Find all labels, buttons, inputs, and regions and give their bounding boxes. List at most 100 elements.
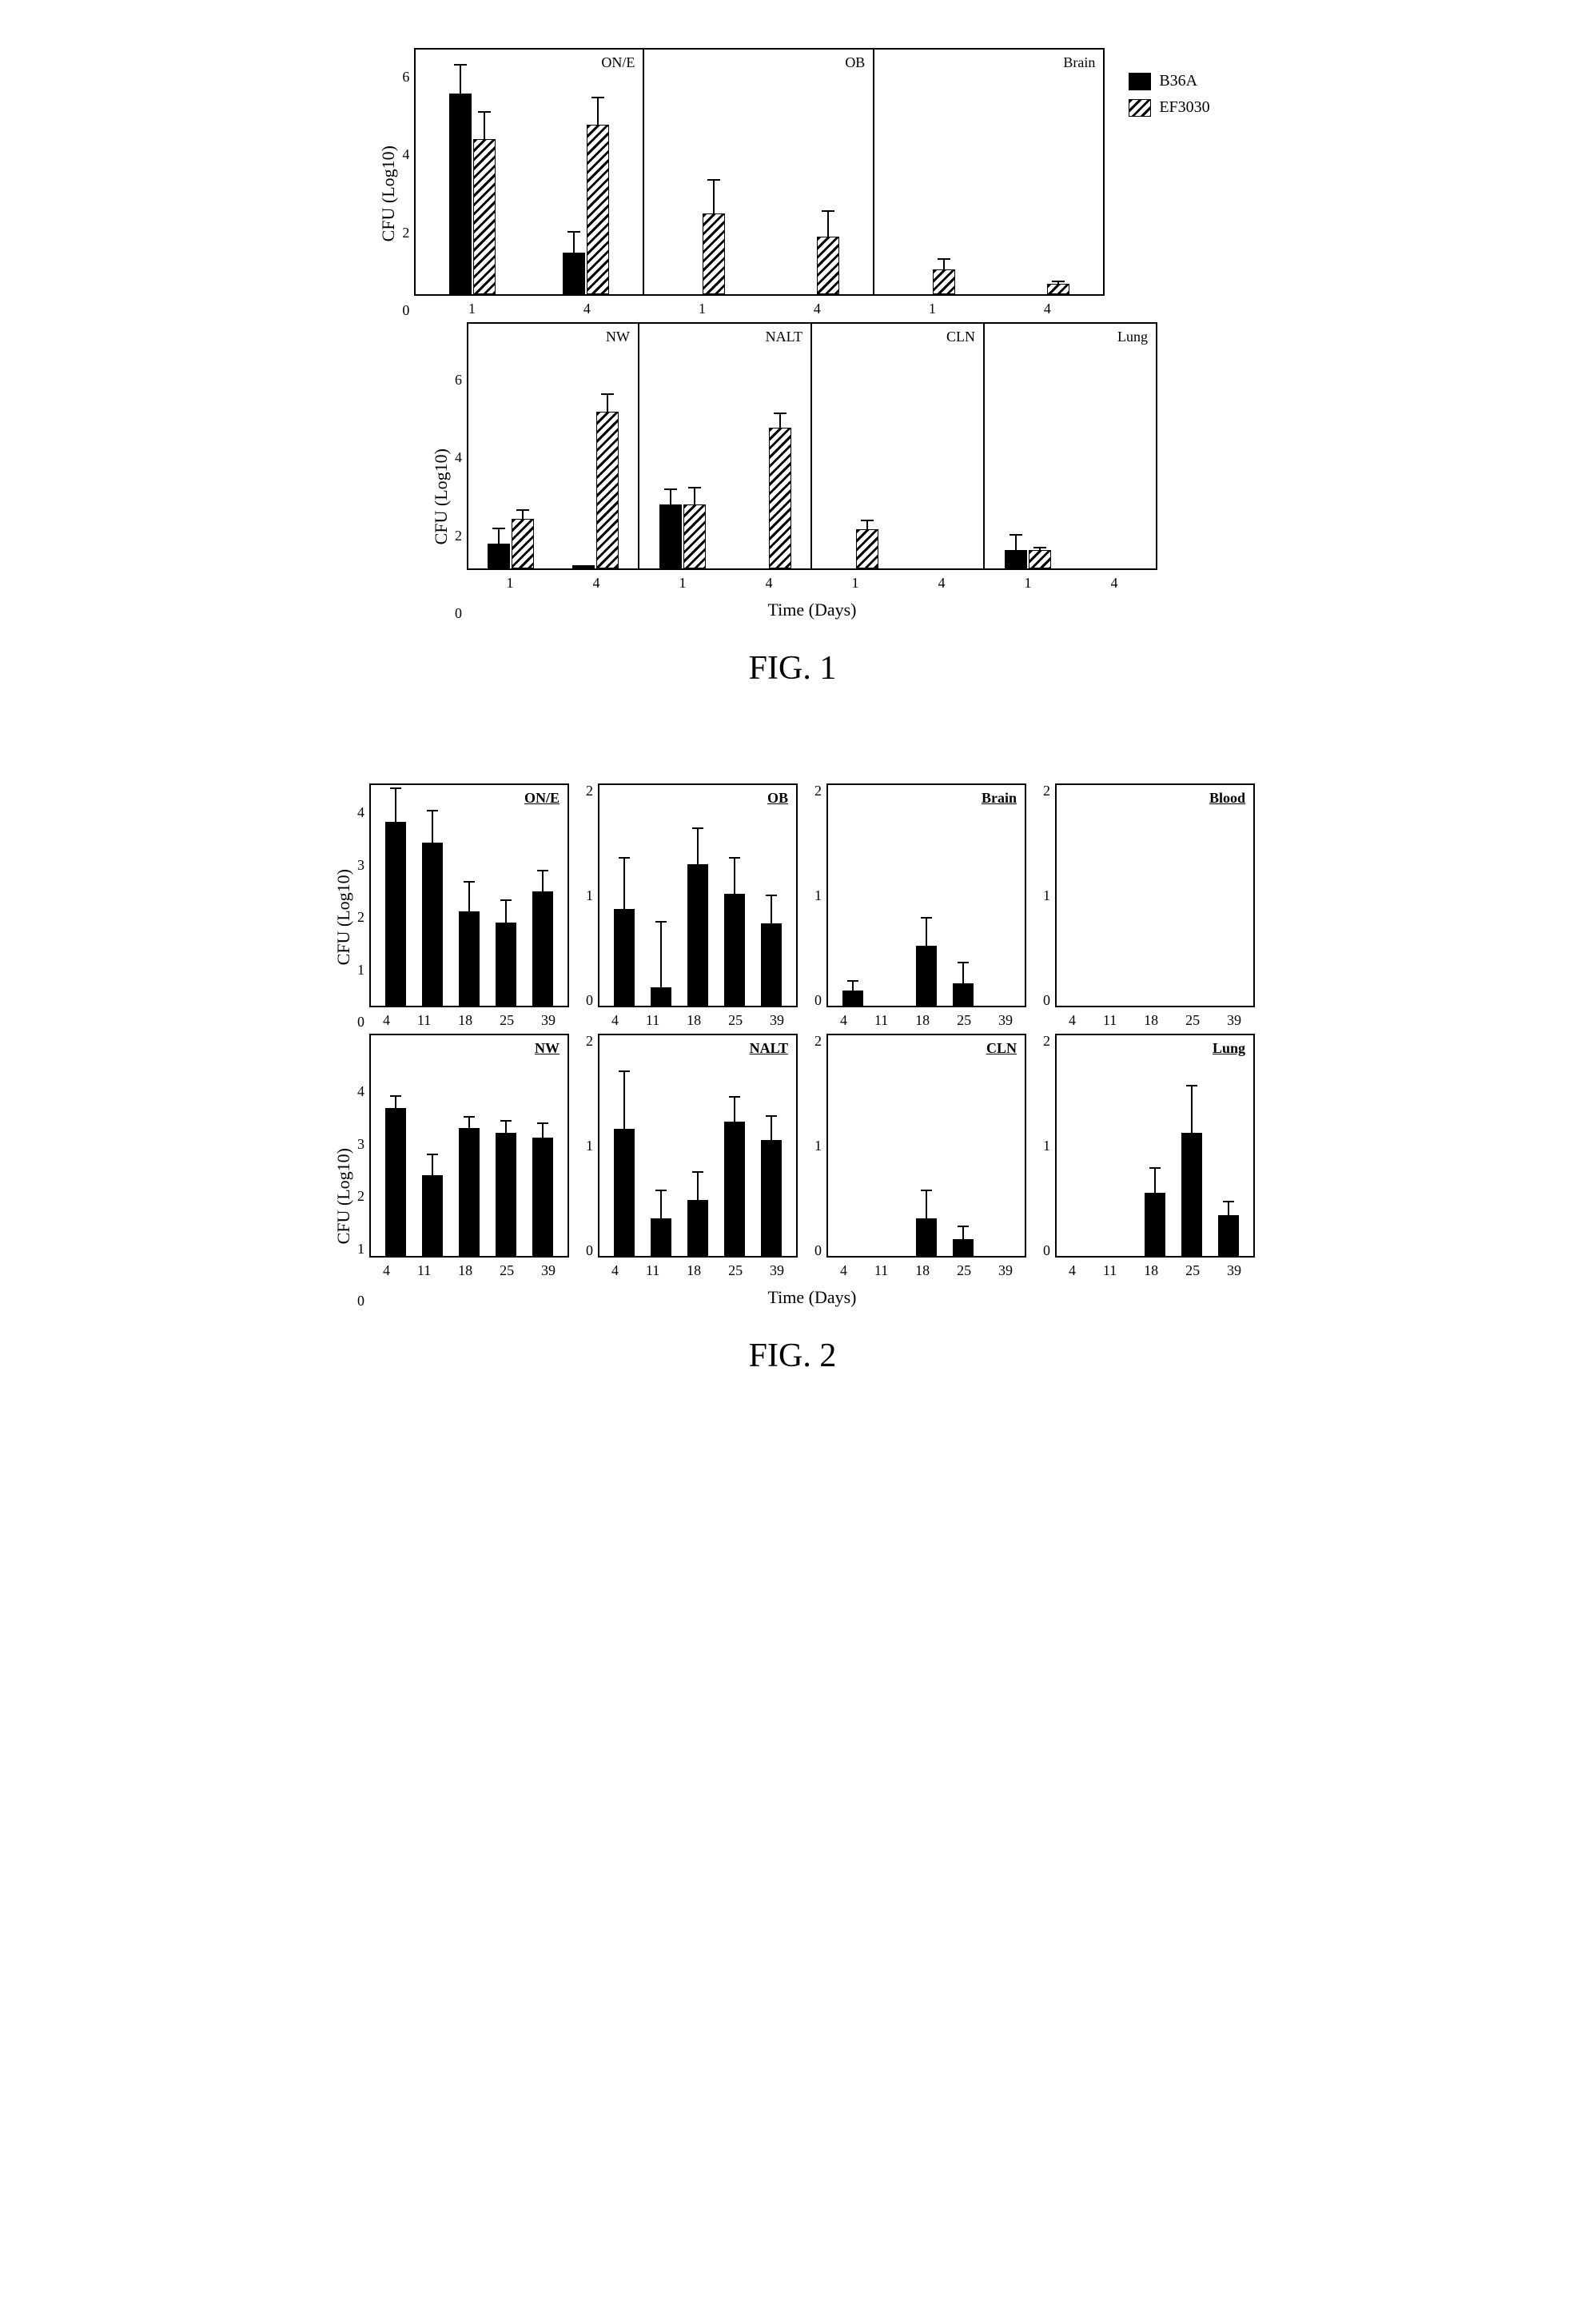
bar-group: [496, 1133, 516, 1256]
panel-title: Blood: [1209, 790, 1245, 807]
error-bar: [498, 528, 500, 544]
error-bar: [779, 413, 781, 429]
error-cap: [958, 962, 969, 963]
bar-hatch: [512, 519, 534, 568]
x-tick: 4: [814, 301, 821, 317]
y-tick: 2: [357, 910, 364, 924]
x-tick: 25: [500, 1012, 514, 1029]
error-cap: [464, 881, 475, 883]
y-ticks-inline: 210: [1041, 783, 1055, 1007]
error-cap: [500, 1120, 512, 1122]
error-bar: [573, 231, 575, 253]
bar-solid: [724, 1122, 745, 1256]
bar-solid: [651, 1218, 671, 1256]
bar-solid: [614, 1129, 635, 1256]
y-ticks-inline: 210: [583, 783, 598, 1007]
y-tick: 0: [583, 993, 593, 1007]
bar-group: [687, 1200, 708, 1256]
bar-hatch: [933, 269, 955, 294]
error-bar: [771, 895, 772, 924]
error-cap: [766, 1115, 777, 1117]
fig2-panel-Blood: Blood: [1055, 783, 1255, 1007]
error-bar: [468, 881, 470, 912]
error-cap: [938, 258, 950, 260]
error-bar: [660, 921, 662, 988]
y-tick: 1: [357, 1242, 364, 1256]
fig2-panel-Lung: Lung: [1055, 1034, 1255, 1258]
y-tick: 1: [583, 1138, 593, 1153]
error-bar: [670, 488, 671, 505]
x-tick: 11: [874, 1012, 888, 1029]
legend-swatch-solid: [1129, 73, 1151, 90]
y-tick: 2: [455, 528, 462, 543]
bar-group: [793, 237, 839, 294]
bar-group: [1181, 1133, 1202, 1256]
y-tick: 4: [357, 805, 364, 819]
bar-group: [1023, 284, 1069, 294]
fig2-panel-Brain: Brain: [826, 783, 1026, 1007]
x-tick: 25: [500, 1262, 514, 1279]
error-cap: [729, 857, 740, 859]
y-tick: 0: [455, 606, 462, 620]
error-bar: [866, 520, 868, 530]
bar-solid: [496, 923, 516, 1006]
x-tick: 1: [1025, 575, 1032, 592]
error-bar: [713, 179, 715, 214]
y-tick: 4: [402, 147, 409, 161]
bar-hatch: [817, 237, 839, 294]
bar-solid: [953, 983, 974, 1006]
x-tick: 11: [417, 1012, 431, 1029]
error-cap: [774, 413, 787, 414]
bar-hatch: [769, 428, 791, 568]
y-tick: 2: [1041, 783, 1050, 798]
bar-solid: [1005, 550, 1027, 568]
x-tick: 1: [507, 575, 514, 592]
x-tick: 25: [728, 1012, 743, 1029]
y-tick: 3: [357, 858, 364, 872]
error-bar: [926, 1190, 927, 1219]
panel-title: ON/E: [601, 54, 635, 71]
x-axis-label: Time (Days): [467, 600, 1157, 620]
x-tick: 39: [770, 1262, 784, 1279]
x-ticks: 14: [639, 575, 812, 592]
error-bar: [505, 1120, 507, 1134]
bar-group: [651, 987, 671, 1006]
fig1-panel-OB: OB: [644, 48, 874, 296]
y-ticks: 6420: [455, 373, 467, 620]
y-ticks-inline: 210: [583, 1034, 598, 1258]
bar-group: [953, 1239, 974, 1256]
error-bar: [395, 787, 396, 823]
error-bar: [771, 1115, 772, 1142]
x-tick: 18: [915, 1262, 930, 1279]
x-axis-label: Time (Days): [369, 1287, 1255, 1308]
bar-solid: [1218, 1215, 1239, 1256]
fig1-panel-Brain: Brain: [874, 48, 1105, 296]
error-bar: [432, 1154, 433, 1176]
x-tick: 11: [646, 1262, 659, 1279]
error-bar: [926, 917, 927, 947]
error-cap: [729, 1096, 740, 1098]
panel-title: Lung: [1117, 329, 1148, 345]
y-axis: CFU (Log10)6420: [428, 373, 467, 620]
fig2-caption: FIG. 2: [0, 1337, 1585, 1375]
error-cap: [390, 1095, 401, 1097]
bar-group: [651, 1218, 671, 1256]
x-tick: 18: [687, 1012, 701, 1029]
x-tick: 25: [957, 1012, 971, 1029]
panel-title: Lung: [1213, 1040, 1245, 1057]
bar-solid: [916, 1218, 937, 1256]
y-axis-label: CFU (Log10): [330, 1148, 357, 1244]
x-tick: 4: [383, 1012, 390, 1029]
x-tick: 25: [728, 1262, 743, 1279]
error-bar: [542, 1122, 544, 1138]
error-cap: [591, 97, 604, 98]
fig2-panel-NALT: NALT: [598, 1034, 798, 1258]
bar-solid: [842, 991, 863, 1006]
x-tick: 39: [1227, 1012, 1241, 1029]
error-bar: [962, 1226, 964, 1241]
panel-title: NALT: [766, 329, 802, 345]
fig1-panel-Lung: Lung: [985, 322, 1157, 570]
x-tick: 1: [699, 301, 706, 317]
y-ticks-inline: 210: [1041, 1034, 1055, 1258]
error-cap: [655, 1190, 667, 1191]
